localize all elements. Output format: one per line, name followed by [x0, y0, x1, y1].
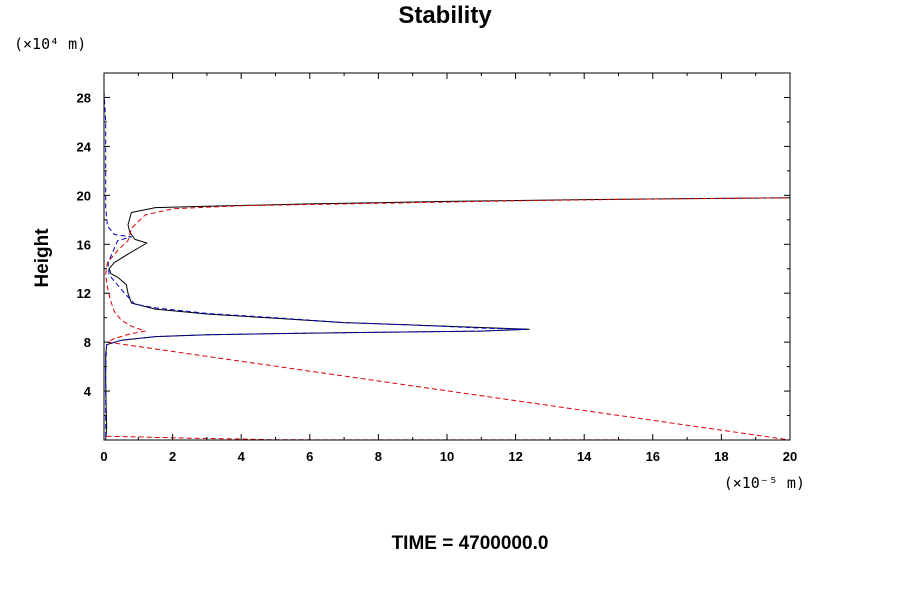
series-line-2	[103, 91, 527, 440]
y-tick-label: 24	[77, 139, 92, 154]
time-label: TIME = 4700000.0	[392, 533, 549, 554]
series-layer	[103, 91, 791, 441]
x-tick-label: 20	[783, 449, 797, 464]
y-tick-label: 12	[77, 286, 91, 301]
plot-frame	[103, 72, 791, 441]
y-tick-label: 4	[84, 384, 92, 399]
x-tick-label: 18	[714, 449, 728, 464]
y-axis-label: Height	[32, 228, 53, 288]
series-line-1	[105, 197, 791, 441]
x-tick-label: 4	[238, 449, 246, 464]
x-axis-unit: (×10⁻⁵ m)	[724, 474, 805, 492]
series-line-3	[105, 197, 791, 441]
x-tick-label: 0	[100, 449, 107, 464]
x-tick-label: 14	[577, 449, 592, 464]
x-tick-label: 6	[306, 449, 313, 464]
chart-title: Stability	[398, 2, 492, 29]
x-tick-label: 8	[375, 449, 382, 464]
y-tick-label: 16	[77, 237, 91, 252]
y-axis-unit: (×10⁴ m)	[14, 35, 86, 53]
y-tick-label: 28	[77, 90, 91, 105]
x-tick-label: 12	[508, 449, 522, 464]
y-tick-label: 20	[77, 188, 91, 203]
x-tick-label: 16	[646, 449, 660, 464]
y-tick-label: 8	[84, 335, 91, 350]
x-tick-label: 2	[169, 449, 176, 464]
x-tick-label: 10	[440, 449, 454, 464]
